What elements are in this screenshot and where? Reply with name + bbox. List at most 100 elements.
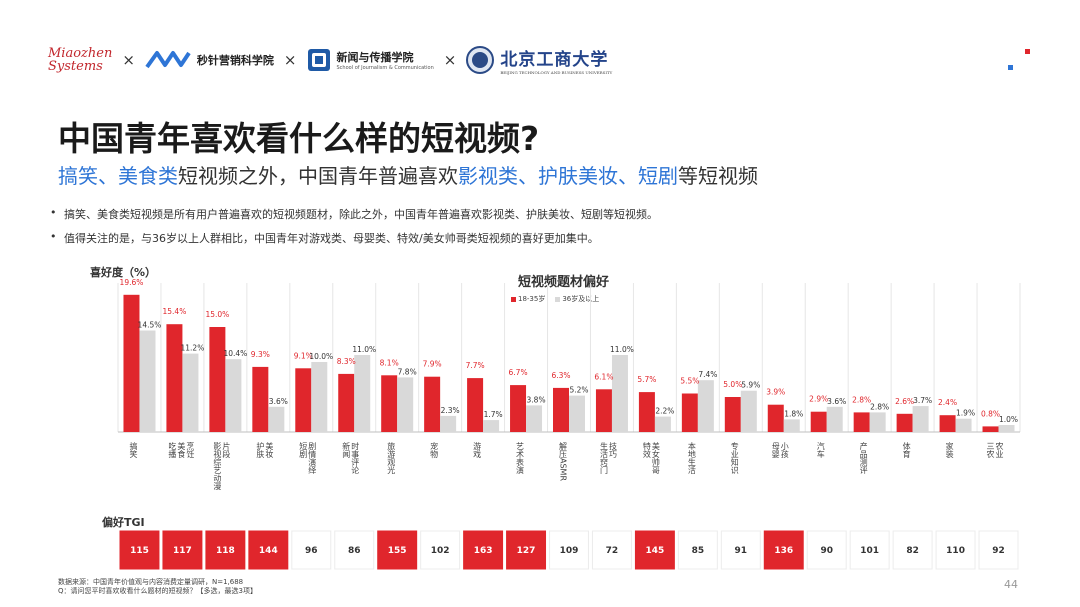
data-label-36plus: 5.9% <box>741 381 760 390</box>
data-label-36plus: 1.0% <box>999 415 1018 424</box>
category-label: 本地生活 <box>687 441 696 475</box>
bar-36plus <box>225 359 242 432</box>
category-label: 解压ASMR <box>559 441 568 481</box>
data-label-18-35: 7.9% <box>423 360 442 369</box>
category-label: 游戏 <box>473 441 482 459</box>
bar-18-35 <box>595 389 612 432</box>
tgi-value: 136 <box>774 546 793 556</box>
tgi-box <box>377 530 418 570</box>
data-label-18-35: 15.0% <box>205 310 229 319</box>
tgi-value: 90 <box>820 546 833 556</box>
bar-18-35 <box>939 415 956 432</box>
bar-36plus <box>611 355 628 432</box>
bar-18-35 <box>896 413 913 432</box>
bar-18-35 <box>810 411 827 432</box>
bar-36plus <box>826 406 843 432</box>
wave-logo-icon <box>145 51 191 69</box>
bar-18-35 <box>681 393 698 432</box>
tgi-box <box>677 530 718 570</box>
chart-title: 短视频题材偏好 <box>518 275 610 290</box>
data-label-18-35: 15.4% <box>163 307 187 316</box>
data-label-18-35: 6.7% <box>509 368 528 377</box>
category-label: 汽车 <box>816 441 825 459</box>
bullet-1: 搞笑、美食类短视频是所有用户普遍喜欢的短视频题材，除此之外，中国青年普遍喜欢影视… <box>50 206 658 222</box>
category-label: 专业知识 <box>730 441 739 475</box>
tgi-value: 144 <box>259 546 278 556</box>
category-label: 时事评论 <box>351 441 360 475</box>
category-label: 产品测评 <box>859 441 868 475</box>
data-label-18-35: 5.0% <box>723 380 742 389</box>
data-label-18-35: 7.7% <box>466 361 485 370</box>
data-label-36plus: 11.0% <box>610 345 634 354</box>
data-label-18-35: 0.8% <box>981 409 1000 418</box>
footnote-question: Q：请问您平时喜欢收看什么题材的短视频？【多选，最选3项】 <box>58 587 257 595</box>
category-label: 片段 <box>222 441 231 459</box>
tgi-box <box>463 530 504 570</box>
tgi-box <box>978 530 1019 570</box>
times-symbol-3: × <box>443 51 457 69</box>
bar-36plus <box>483 420 500 432</box>
data-label-18-35: 2.4% <box>938 398 957 407</box>
chart-legend: 18-35岁 36岁及以上 <box>511 294 599 304</box>
data-label-36plus: 3.8% <box>527 395 546 404</box>
category-label: 美妆 <box>265 441 274 459</box>
tgi-value: 118 <box>216 546 235 556</box>
category-label: 美女帅哥 <box>651 441 660 475</box>
data-label-36plus: 1.9% <box>956 409 975 418</box>
tgi-box <box>205 530 246 570</box>
data-label-36plus: 2.3% <box>441 406 460 415</box>
bar-36plus <box>998 425 1015 432</box>
category-label: 三农 <box>986 442 995 459</box>
page-title: 中国青年喜欢看什么样的短视频? <box>58 119 540 158</box>
data-label-36plus: 10.4% <box>223 349 247 358</box>
tgi-value: 96 <box>305 546 318 556</box>
data-label-18-35: 9.3% <box>251 350 270 359</box>
bar-18-35 <box>381 375 398 432</box>
data-label-18-35: 5.7% <box>637 375 656 384</box>
data-label-36plus: 7.4% <box>698 370 717 379</box>
tgi-box <box>806 530 847 570</box>
data-label-36plus: 3.7% <box>913 396 932 405</box>
data-label-36plus: 10.0% <box>309 352 333 361</box>
data-label-18-35: 6.3% <box>551 371 570 380</box>
category-label: 新闻 <box>342 441 351 459</box>
bar-36plus <box>268 406 285 432</box>
data-label-36plus: 3.6% <box>269 397 288 406</box>
bar-18-35 <box>767 404 784 432</box>
data-label-18-35: 8.1% <box>380 358 399 367</box>
times-symbol-2: × <box>283 51 297 69</box>
category-label: 生活窍门 <box>599 441 608 475</box>
tgi-value: 163 <box>474 546 493 556</box>
data-label-18-35: 3.9% <box>766 388 785 397</box>
bar-18-35 <box>252 366 269 432</box>
tgi-box <box>119 530 160 570</box>
footnote-source: 数据来源：中国青年价值观与内容消费定量调研，N=1,688 <box>58 578 244 586</box>
tgi-value: 102 <box>431 546 450 556</box>
tgi-value: 92 <box>992 546 1005 556</box>
data-label-36plus: 2.8% <box>870 402 889 411</box>
tgi-box <box>892 530 933 570</box>
bar-36plus <box>526 405 543 432</box>
data-label-36plus: 11.2% <box>181 344 205 353</box>
header-logos: Miaozhen Systems × 秒针营销科学院 × 新闻与传播学院 Sch… <box>48 40 612 80</box>
page-subtitle: 搞笑、美食类短视频之外，中国青年普遍喜欢影视类、护肤美妆、短剧等短视频 <box>58 164 758 188</box>
tgi-value: 115 <box>130 546 149 556</box>
data-label-18-35: 2.8% <box>852 395 871 404</box>
page-number: 44 <box>1004 578 1018 591</box>
tgi-value: 110 <box>946 546 965 556</box>
bar-36plus <box>783 419 800 432</box>
bar-36plus <box>139 330 156 432</box>
category-label: 特效 <box>642 441 651 459</box>
bar-18-35 <box>295 368 312 432</box>
tgi-value: 117 <box>173 546 192 556</box>
category-label: 美食 <box>177 441 186 459</box>
btbu-name: 北京工商大学 BEIJING TECHNOLOGY AND BUSINESS U… <box>500 50 613 75</box>
corner-blue-dot <box>1008 65 1013 70</box>
tgi-value: 109 <box>560 546 579 556</box>
data-label-18-35: 2.9% <box>809 395 828 404</box>
tgi-box <box>763 530 804 570</box>
tgi-box <box>849 530 890 570</box>
school-logo: 新闻与传播学院 School of Journalism & Communica… <box>307 48 434 72</box>
tgi-box <box>549 530 589 570</box>
tgi-box <box>334 530 375 570</box>
